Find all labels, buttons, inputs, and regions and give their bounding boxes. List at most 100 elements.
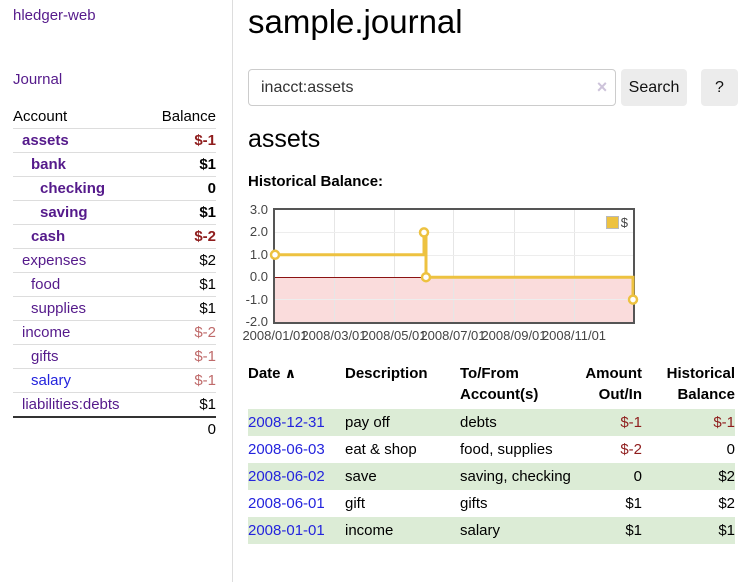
transaction-accounts: gifts bbox=[460, 495, 488, 512]
chart-gridline bbox=[394, 210, 395, 322]
chart-gridline bbox=[275, 255, 633, 256]
transaction-description: gift bbox=[345, 495, 366, 512]
legend-label: $ bbox=[620, 215, 628, 230]
transaction-date-link[interactable]: 2008-12-31 bbox=[248, 414, 325, 431]
column-header-description: Description bbox=[345, 365, 428, 382]
transaction-row: 2008-06-02 save saving, checking 0 $2 bbox=[248, 463, 735, 490]
sidebar-journal-link[interactable]: Journal bbox=[13, 71, 63, 88]
account-link[interactable]: checking bbox=[40, 180, 106, 197]
sidebar-account-checking: checking 0 bbox=[13, 176, 216, 200]
column-header-amount: Amount Out/In bbox=[585, 365, 642, 403]
account-balance: $-2 bbox=[194, 228, 216, 245]
y-axis-tick: 1.0 bbox=[249, 247, 268, 262]
transaction-date-link[interactable]: 2008-06-03 bbox=[248, 441, 325, 458]
sidebar-total-row: 0 bbox=[13, 416, 216, 440]
chart-gridline bbox=[514, 210, 515, 322]
transaction-amount: $-2 bbox=[620, 441, 642, 458]
account-balance: $-2 bbox=[194, 324, 216, 341]
account-table-header: Account Balance bbox=[13, 104, 216, 128]
sidebar-account-income: income $-2 bbox=[13, 320, 216, 344]
transaction-balance: $1 bbox=[718, 522, 735, 539]
y-axis-tick: -1.0 bbox=[245, 292, 268, 307]
account-link[interactable]: expenses bbox=[22, 252, 87, 269]
historical-balance-chart[interactable]: $ bbox=[269, 208, 639, 324]
transaction-amount: $1 bbox=[625, 522, 642, 539]
total-balance: 0 bbox=[207, 420, 216, 438]
transaction-accounts: salary bbox=[460, 522, 501, 539]
sidebar-account-bank: bank $1 bbox=[13, 152, 216, 176]
account-link[interactable]: cash bbox=[31, 228, 66, 245]
y-axis-tick: 0.0 bbox=[249, 269, 268, 284]
account-column-header: Account bbox=[13, 107, 68, 125]
column-header-balance: Historical Balance bbox=[666, 365, 735, 403]
account-link[interactable]: gifts bbox=[31, 348, 59, 365]
transaction-row: 2008-06-03 eat & shop food, supplies $-2… bbox=[248, 436, 735, 463]
transaction-date-link[interactable]: 2008-06-01 bbox=[248, 495, 325, 512]
column-header-date: Date ∧ bbox=[248, 365, 297, 382]
account-link[interactable]: bank bbox=[31, 156, 67, 173]
account-balance: $1 bbox=[199, 396, 216, 413]
account-link[interactable]: income bbox=[22, 324, 71, 341]
transaction-balance: $2 bbox=[718, 468, 735, 485]
sidebar-account-cash: cash $-2 bbox=[13, 224, 216, 248]
account-balance: $-1 bbox=[194, 132, 216, 149]
transaction-row: 2008-01-01 income salary $1 $1 bbox=[248, 517, 735, 544]
account-balance: $1 bbox=[199, 156, 216, 173]
transaction-accounts: saving, checking bbox=[460, 468, 571, 485]
account-link[interactable]: liabilities:debts bbox=[22, 396, 120, 413]
clear-search-icon[interactable]: × bbox=[596, 77, 608, 97]
account-balance: $1 bbox=[199, 276, 216, 293]
account-link[interactable]: supplies bbox=[31, 300, 87, 317]
account-link[interactable]: food bbox=[31, 276, 61, 293]
transaction-amount: $1 bbox=[625, 495, 642, 512]
chart-legend: $ bbox=[605, 215, 628, 230]
sidebar-account-assets: assets $-1 bbox=[13, 128, 216, 152]
transaction-accounts: debts bbox=[460, 414, 497, 431]
account-balance: $-1 bbox=[194, 372, 216, 389]
chart-gridline bbox=[275, 232, 633, 233]
transaction-date-link[interactable]: 2008-01-01 bbox=[248, 522, 325, 539]
chart-gridline bbox=[453, 210, 454, 322]
transaction-balance: 0 bbox=[726, 441, 735, 458]
sidebar-account-supplies: supplies $1 bbox=[13, 296, 216, 320]
account-link[interactable]: saving bbox=[40, 204, 88, 221]
sidebar-account-saving: saving $1 bbox=[13, 200, 216, 224]
search-button[interactable]: Search bbox=[621, 69, 687, 106]
page-title: sample.journal bbox=[248, 3, 463, 40]
account-balance: $1 bbox=[199, 300, 216, 317]
x-axis-tick: 2008/09/01 bbox=[481, 328, 547, 343]
account-balance: 0 bbox=[207, 180, 216, 197]
sidebar: hledger-web Journal Account Balance asse… bbox=[0, 0, 233, 582]
x-axis-tick: 2008/03/01 bbox=[301, 328, 367, 343]
account-balance: $-1 bbox=[194, 348, 216, 365]
y-axis-tick: 3.0 bbox=[249, 202, 268, 217]
app-brand-link[interactable]: hledger-web bbox=[13, 7, 96, 24]
transaction-date-link[interactable]: 2008-06-02 bbox=[248, 468, 325, 485]
column-header-accounts: To/From Account(s) bbox=[460, 365, 539, 403]
register-header-row: Date ∧ Description To/From Account(s) Am… bbox=[248, 361, 735, 409]
transaction-amount: 0 bbox=[633, 468, 642, 485]
sidebar-account-salary: salary $-1 bbox=[13, 368, 216, 392]
sidebar-account-expenses: expenses $2 bbox=[13, 248, 216, 272]
chart-title: Historical Balance: bbox=[248, 173, 384, 190]
x-axis-tick: 2008/11/01 bbox=[541, 328, 607, 343]
sidebar-account-liabilities-debts: liabilities:debts $1 bbox=[13, 392, 216, 416]
y-axis-tick: 2.0 bbox=[249, 224, 268, 239]
account-link[interactable]: assets bbox=[22, 132, 69, 149]
chart-series-line bbox=[269, 227, 639, 305]
chart-gridline bbox=[574, 210, 575, 322]
chart-gridline bbox=[275, 299, 633, 300]
sidebar-account-gifts: gifts $-1 bbox=[13, 344, 216, 368]
help-button[interactable]: ? bbox=[701, 69, 738, 106]
transaction-description: eat & shop bbox=[345, 441, 417, 458]
account-balance: $2 bbox=[199, 252, 216, 269]
sort-ascending-icon: ∧ bbox=[284, 365, 297, 381]
transaction-description: save bbox=[345, 468, 377, 485]
transaction-description: pay off bbox=[345, 414, 390, 431]
account-balance-table: Account Balance assets $-1 bank $1 check… bbox=[13, 104, 216, 440]
account-link[interactable]: salary bbox=[31, 372, 72, 389]
search-input[interactable] bbox=[248, 69, 616, 106]
x-axis-tick: 2008/05/01 bbox=[361, 328, 427, 343]
chart-gridline bbox=[334, 210, 335, 322]
transaction-accounts: food, supplies bbox=[460, 441, 553, 458]
